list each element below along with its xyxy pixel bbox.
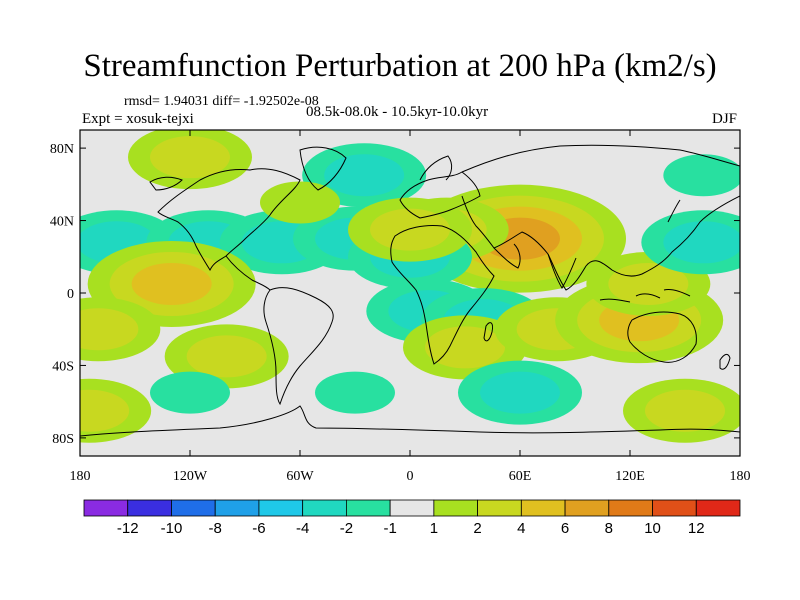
y-axis: 80N 40N 0 40S 80S [50,142,740,447]
colorbar-label: -4 [296,520,309,537]
coast-alaska [149,176,183,191]
coast-europe [399,171,481,219]
colorbar-swatch [83,499,129,517]
coast-north-america [157,168,301,272]
y-tick-label: 40N [50,215,74,230]
y-tick-label: 0 [67,287,74,302]
colorbar-swatch [608,499,653,517]
field-layer [80,130,740,443]
colorbar: -12 -10 -8 -6 -4 -2 -1 1 2 4 6 8 10 12 [83,499,741,537]
field-contour-21-0 [150,371,230,414]
y-tick-label: 80N [50,142,74,157]
field-contour-12-1 [425,326,505,369]
colorbar-swatch [695,499,741,517]
colorbar-label: -2 [340,520,353,537]
x-tick-label: 120E [615,469,645,484]
coast-madagascar [483,322,493,342]
colorbar-swatch [389,499,435,517]
colorbar-label: 6 [561,520,569,537]
field-contour-25-1 [663,221,740,264]
coast-greenland [299,146,347,191]
colorbar-label: -10 [161,520,183,537]
coast-asia [461,144,740,291]
field-contour-16-2 [131,262,212,305]
coastlines [80,144,740,437]
colorbar-label: 12 [688,520,705,537]
colorbar-swatch [171,499,216,517]
colorbar-swatch [214,499,260,517]
colorbar-label: -8 [209,520,222,537]
colorbar-label: -1 [383,520,396,537]
colorbar-swatch [564,499,610,517]
colorbar-swatch [127,499,172,517]
y-tick-label: 40S [52,359,74,374]
coast-antarctica [80,405,740,437]
colorbar-swatch [302,499,347,517]
field-contour-4-1 [324,154,405,197]
field-contour-5-1 [150,136,230,179]
coast-arabia [493,243,521,269]
experiment-label: Expt = xosuk-tejxi [82,111,194,127]
colorbar-label: 8 [605,520,613,537]
x-tick-label: 120W [173,469,208,484]
field-contour-6-0 [260,181,340,224]
field-contour-19-1 [80,389,130,432]
field-contour-15-1 [608,262,689,305]
colorbar-label: 4 [517,520,525,537]
coast-south-america [263,287,334,406]
colorbar-label: 2 [473,520,481,537]
coast-new-zealand [719,353,731,370]
season-label: DJF [712,111,738,127]
field-contour-20-1 [645,389,725,432]
field-contour-18-1 [80,308,139,351]
coast-scandinavia [419,155,453,181]
coast-japan [667,199,681,223]
x-tick-label: 0 [407,469,414,484]
colorbar-label: 1 [430,520,438,537]
colorbar-swatch [258,499,304,517]
coast-central-america [225,255,271,291]
colorbar-swatch [477,499,522,517]
field-contour-24-1 [370,208,450,251]
chart-title: Streamfunction Perturbation at 200 hPa (… [83,48,717,84]
field-contour-26-0 [663,154,740,197]
colorbar-swatch [520,499,566,517]
x-tick-label: 60E [509,469,532,484]
colorbar-label: -12 [117,520,139,537]
coast-india [547,253,577,289]
field-contour-23-1 [480,371,560,414]
field-contour-22-0 [315,371,395,414]
time-range-label: 08.5k-08.0k - 10.5kyr-10.0kyr [306,104,489,120]
x-tick-label: 180 [70,469,91,484]
colorbar-label: -6 [252,520,265,537]
colorbar-swatch [433,499,479,517]
coast-africa [390,225,495,365]
x-tick-label: 60W [286,469,314,484]
x-tick-label: 180 [730,469,751,484]
y-tick-label: 80S [52,432,74,447]
colorbar-label: 10 [644,520,661,537]
stats-line: rmsd= 1.94031 diff= -1.92502e-08 [124,94,319,109]
colorbar-swatch [345,499,391,517]
coast-australia [627,311,697,363]
field-contour-17-1 [186,335,267,378]
x-axis: 180 120W 60W 0 60E 120E 180 [70,130,751,484]
coast-indonesia [599,289,691,303]
colorbar-swatch [652,499,697,517]
